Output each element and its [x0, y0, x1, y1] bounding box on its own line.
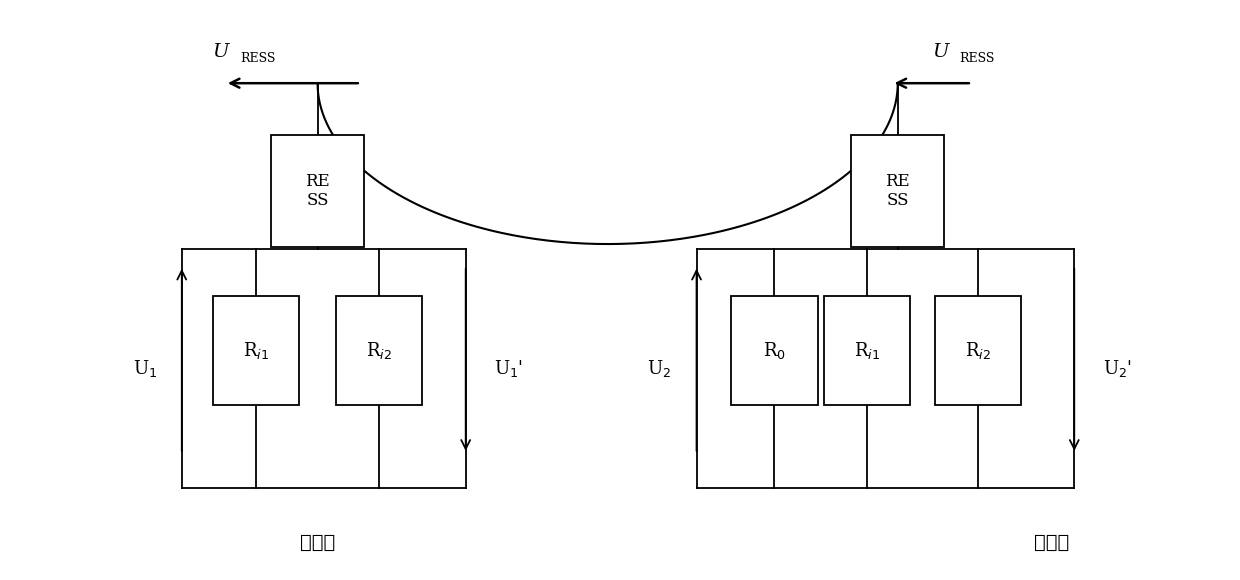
Text: RE
SS: RE SS — [885, 173, 910, 209]
Text: RE
SS: RE SS — [305, 173, 330, 209]
Text: RESS: RESS — [239, 52, 275, 65]
Text: U: U — [932, 42, 949, 60]
Text: RESS: RESS — [960, 52, 994, 65]
Bar — [852, 135, 944, 247]
Bar — [336, 296, 423, 405]
Bar — [935, 296, 1022, 405]
Bar — [212, 296, 299, 405]
Text: 电平台: 电平台 — [300, 534, 335, 552]
Bar — [732, 296, 817, 405]
Text: U$_1$: U$_1$ — [133, 358, 156, 379]
Text: U: U — [212, 42, 229, 60]
Text: R$_0$: R$_0$ — [763, 340, 786, 361]
Text: R$_{i2}$: R$_{i2}$ — [965, 340, 991, 361]
Text: R$_{i2}$: R$_{i2}$ — [366, 340, 392, 361]
Text: 电平台: 电平台 — [1034, 534, 1070, 552]
Text: R$_{i1}$: R$_{i1}$ — [854, 340, 880, 361]
Bar — [823, 296, 910, 405]
Text: U$_1$': U$_1$' — [495, 358, 523, 379]
Text: U$_2$': U$_2$' — [1104, 358, 1132, 379]
Text: U$_2$: U$_2$ — [647, 358, 672, 379]
Bar — [272, 135, 363, 247]
Text: R$_{i1}$: R$_{i1}$ — [243, 340, 269, 361]
